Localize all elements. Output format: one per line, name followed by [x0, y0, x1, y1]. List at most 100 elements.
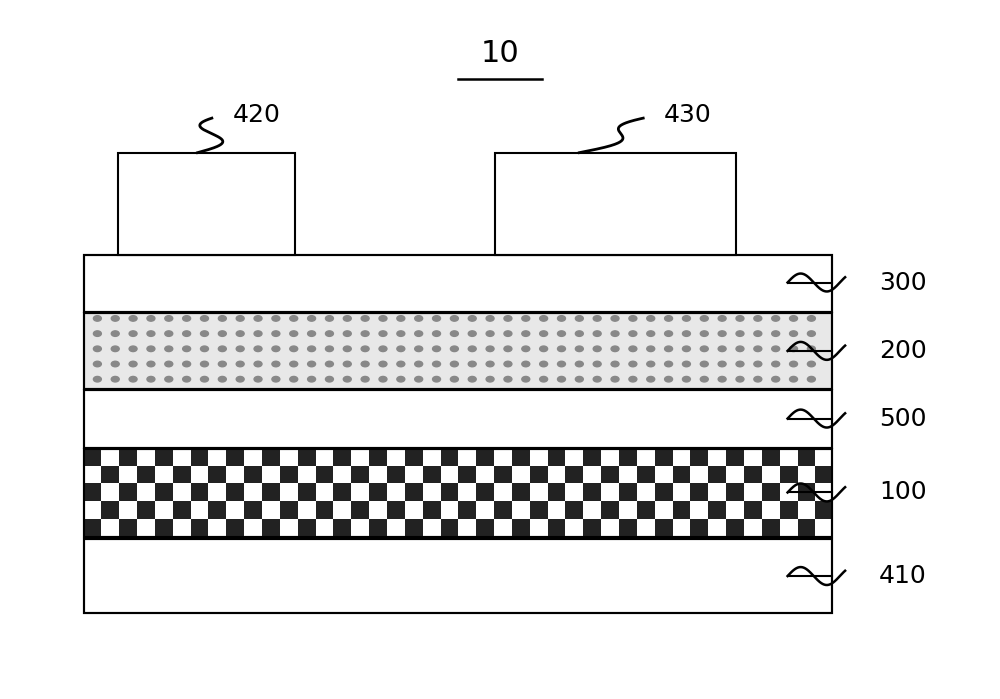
Bar — [262, 449, 280, 466]
Bar — [441, 484, 458, 501]
Bar — [798, 449, 815, 466]
Bar — [655, 484, 673, 501]
Bar — [690, 519, 708, 538]
Bar — [476, 484, 494, 501]
Circle shape — [790, 346, 798, 352]
Circle shape — [558, 377, 565, 382]
Bar — [726, 519, 744, 538]
Circle shape — [575, 346, 583, 352]
Circle shape — [183, 377, 191, 382]
Bar — [530, 501, 548, 519]
Circle shape — [290, 316, 298, 321]
Circle shape — [486, 361, 494, 367]
Circle shape — [147, 377, 155, 382]
Circle shape — [665, 377, 673, 382]
Circle shape — [111, 377, 119, 382]
Circle shape — [629, 346, 637, 352]
Circle shape — [218, 331, 226, 336]
Circle shape — [629, 316, 637, 321]
Circle shape — [504, 346, 512, 352]
Bar — [119, 519, 137, 538]
Bar — [155, 484, 173, 501]
Circle shape — [718, 377, 726, 382]
Circle shape — [790, 377, 798, 382]
Bar — [780, 501, 798, 519]
Bar — [673, 501, 690, 519]
Bar — [495, 152, 736, 255]
Circle shape — [647, 361, 655, 367]
Circle shape — [290, 361, 298, 367]
Circle shape — [379, 346, 387, 352]
Circle shape — [254, 346, 262, 352]
Circle shape — [682, 361, 690, 367]
Bar — [780, 466, 798, 484]
Circle shape — [236, 316, 244, 321]
Circle shape — [129, 316, 137, 321]
Circle shape — [790, 361, 798, 367]
Circle shape — [468, 346, 476, 352]
Circle shape — [236, 361, 244, 367]
Circle shape — [575, 361, 583, 367]
Circle shape — [361, 346, 369, 352]
Circle shape — [218, 346, 226, 352]
Circle shape — [611, 361, 619, 367]
Circle shape — [665, 331, 673, 336]
Circle shape — [611, 316, 619, 321]
Circle shape — [397, 361, 405, 367]
Circle shape — [254, 316, 262, 321]
Circle shape — [183, 331, 191, 336]
Circle shape — [236, 346, 244, 352]
Circle shape — [93, 346, 101, 352]
Circle shape — [575, 377, 583, 382]
Circle shape — [807, 316, 815, 321]
Bar — [333, 519, 351, 538]
Circle shape — [415, 331, 423, 336]
Circle shape — [308, 331, 316, 336]
Bar — [191, 519, 208, 538]
Circle shape — [397, 377, 405, 382]
Bar — [118, 152, 295, 255]
Circle shape — [558, 346, 565, 352]
Bar — [262, 484, 280, 501]
Circle shape — [218, 361, 226, 367]
Circle shape — [415, 316, 423, 321]
Circle shape — [665, 346, 673, 352]
Bar — [351, 466, 369, 484]
Bar — [708, 466, 726, 484]
Circle shape — [397, 331, 405, 336]
Bar — [619, 519, 637, 538]
Bar — [744, 466, 762, 484]
Bar — [84, 484, 101, 501]
Circle shape — [165, 346, 173, 352]
Circle shape — [415, 361, 423, 367]
Circle shape — [682, 316, 690, 321]
Text: 10: 10 — [481, 38, 519, 68]
Bar — [191, 449, 208, 466]
Bar — [405, 449, 423, 466]
Bar — [565, 466, 583, 484]
Circle shape — [433, 316, 441, 321]
Bar — [84, 449, 832, 538]
Bar — [298, 484, 316, 501]
Circle shape — [593, 316, 601, 321]
Circle shape — [522, 361, 530, 367]
Circle shape — [772, 316, 780, 321]
Bar — [441, 449, 458, 466]
Circle shape — [361, 361, 369, 367]
Circle shape — [236, 377, 244, 382]
Bar — [84, 313, 832, 389]
Circle shape — [522, 346, 530, 352]
Circle shape — [93, 331, 101, 336]
Circle shape — [700, 377, 708, 382]
Bar — [351, 501, 369, 519]
Circle shape — [790, 316, 798, 321]
Circle shape — [129, 346, 137, 352]
Bar — [84, 449, 832, 538]
Circle shape — [611, 377, 619, 382]
Circle shape — [272, 361, 280, 367]
Bar — [548, 449, 565, 466]
Bar — [208, 466, 226, 484]
Bar — [387, 466, 405, 484]
Circle shape — [450, 361, 458, 367]
Bar — [316, 466, 333, 484]
